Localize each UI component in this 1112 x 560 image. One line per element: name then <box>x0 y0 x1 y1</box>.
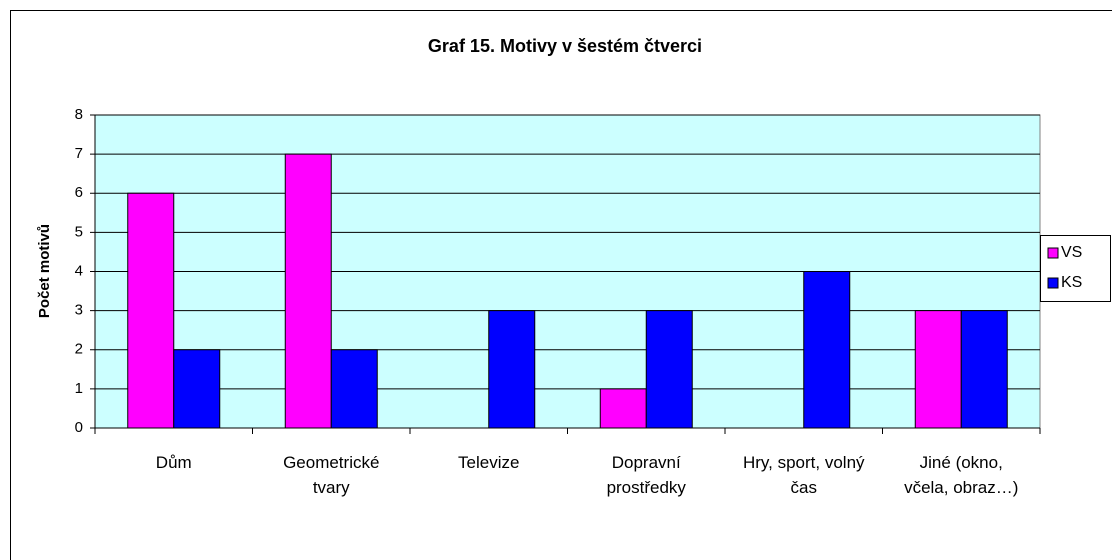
legend-swatch <box>1047 247 1059 259</box>
bar <box>914 310 962 429</box>
bar <box>645 310 693 429</box>
y-tick-label: 4 <box>75 262 83 279</box>
legend-label: KS <box>1061 274 1082 291</box>
bar <box>330 349 378 429</box>
x-tick-label: Geometrické tvary <box>283 453 380 497</box>
x-tick-label: Dům <box>155 453 192 472</box>
legend-box <box>1040 235 1111 302</box>
y-axis-title: Počet motivů <box>36 224 53 318</box>
x-tick-label: Dopravní prostředky <box>606 453 686 497</box>
chart-title: Graf 15. Motivy v šestém čtverci <box>428 36 702 56</box>
x-tick-label: Televize <box>458 453 520 472</box>
bar <box>284 153 332 429</box>
x-tick-label: Hry, sport, volný čas <box>742 453 865 497</box>
y-tick-label: 8 <box>75 106 83 123</box>
y-tick-label: 0 <box>75 419 83 436</box>
x-tick-label: Jiné (okno, včela, obraz…) <box>904 453 1019 497</box>
y-tick-label: 2 <box>75 341 83 358</box>
y-tick-label: 3 <box>75 302 83 319</box>
legend-swatch <box>1047 277 1059 289</box>
bar <box>488 310 536 429</box>
bar <box>173 349 221 429</box>
bar <box>803 271 851 429</box>
y-tick-label: 7 <box>75 145 83 162</box>
y-tick-label: 1 <box>75 380 83 397</box>
bar <box>960 310 1008 429</box>
y-tick-label: 6 <box>75 184 83 201</box>
bar <box>127 192 175 429</box>
y-tick-label: 5 <box>75 223 83 240</box>
bar <box>599 388 647 429</box>
legend-label: VS <box>1061 244 1082 261</box>
